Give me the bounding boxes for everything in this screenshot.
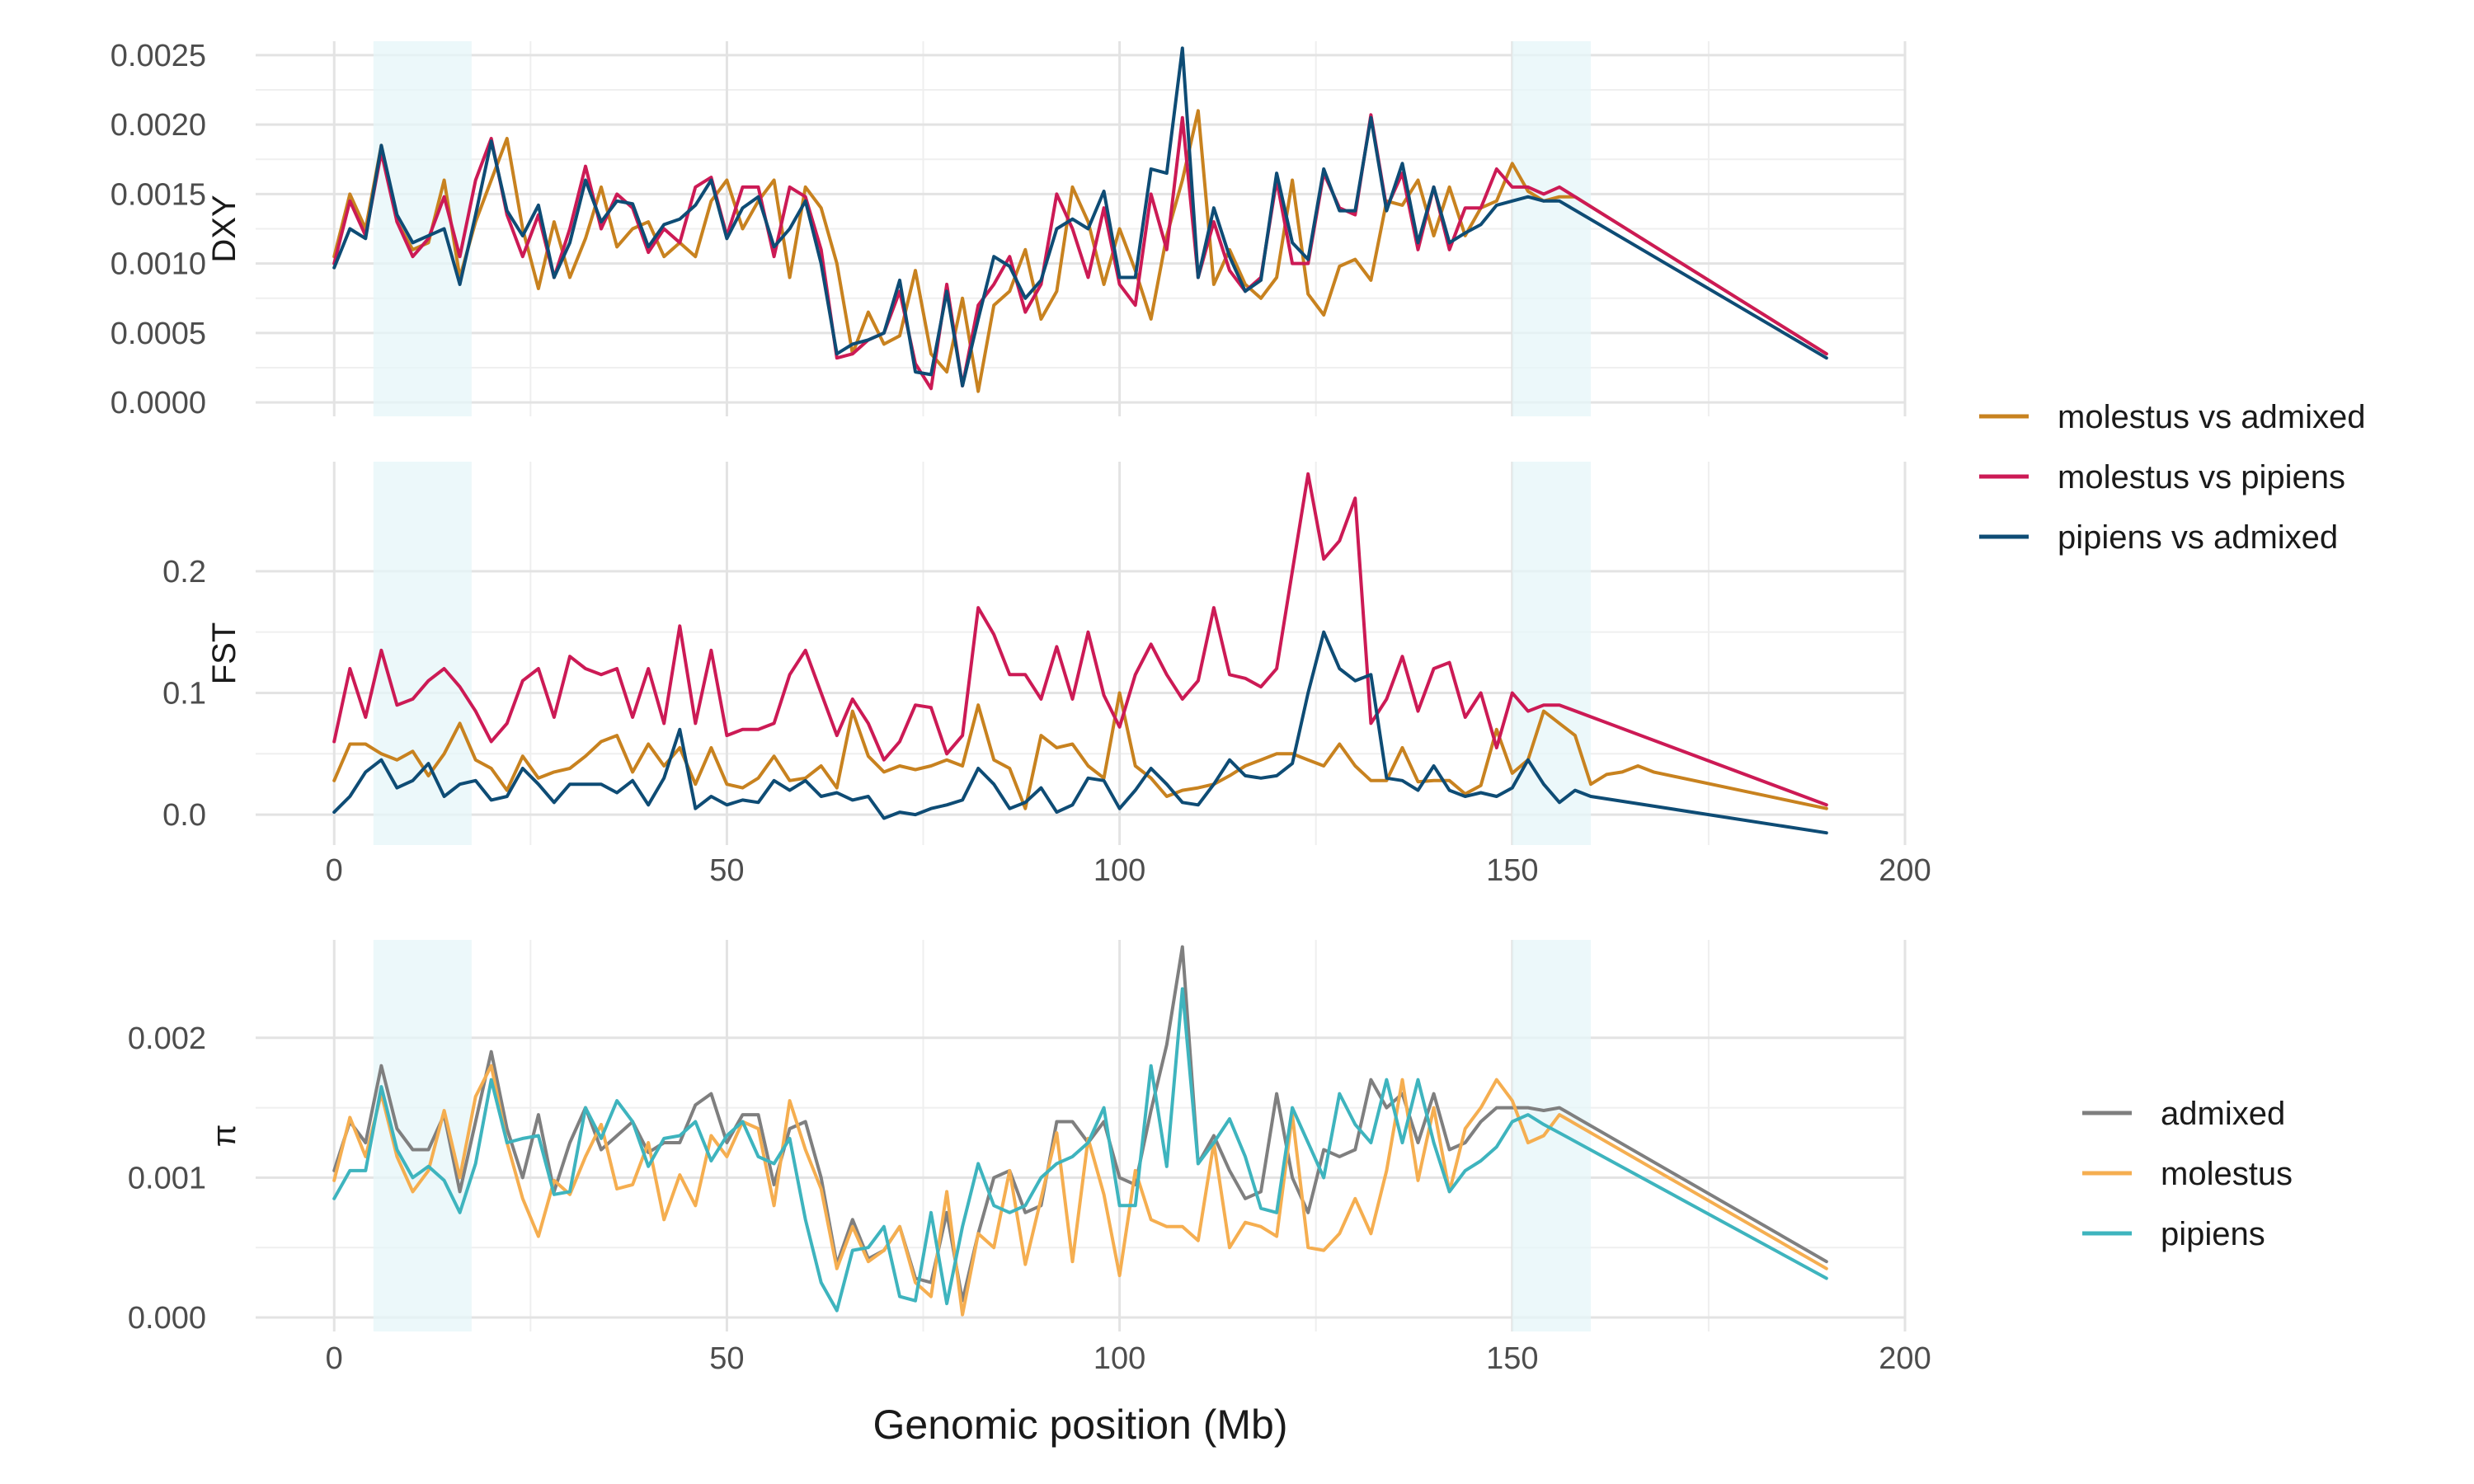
x-tick-label: 100 xyxy=(1094,853,1145,888)
x-tick-label: 50 xyxy=(709,1341,744,1376)
y-axis-title: FST xyxy=(206,622,242,685)
x-tick-label: 100 xyxy=(1094,1341,1145,1376)
series-line-pipiens-vs-admixed xyxy=(332,46,1828,387)
legend-label: pipiens xyxy=(2161,1216,2265,1252)
highlight-region-2 xyxy=(1512,41,1592,416)
series-line-molestus-vs-admixed xyxy=(332,691,1828,810)
y-tick-label: 0.001 xyxy=(128,1161,206,1195)
x-tick-label: 150 xyxy=(1486,1341,1538,1376)
y-tick-label: 0.0025 xyxy=(111,39,206,73)
legend-bottom: admixed molestus pipiens xyxy=(2082,1096,2293,1252)
x-tick-label: 200 xyxy=(1879,1341,1931,1376)
x-tick-label: 0 xyxy=(326,853,343,888)
series-line-molestus-vs-pipiens xyxy=(332,472,1828,807)
series-line-pipiens-vs-admixed xyxy=(332,630,1828,835)
panel-1: 0.0000 0.0005 0.0010 0.0015 0.0020 0.0025 DXY xyxy=(111,39,1907,420)
y-tick-label: 0.2 xyxy=(162,555,206,589)
panels-group: 0.00000.00050.00100.00150.00200.0025DXY0… xyxy=(111,39,1931,1376)
highlight-region-1 xyxy=(373,940,472,1331)
series-line-molestus-vs-admixed xyxy=(332,109,1828,393)
y-tick-label: 0.002 xyxy=(128,1021,206,1056)
y-tick-label: 0.1 xyxy=(162,676,206,711)
legends-group: molestus vs admixed molestus vs pipiens pi… xyxy=(1979,399,2365,1252)
x-tick-label: 150 xyxy=(1486,853,1538,888)
y-axis-title: π xyxy=(206,1125,242,1148)
x-tick-label: 50 xyxy=(709,853,744,888)
highlight-region-1 xyxy=(373,41,472,416)
y-tick-label: 0.0 xyxy=(162,798,206,833)
x-axis-title: Genomic position (Mb) xyxy=(873,1402,1288,1448)
y-tick-label: 0.0000 xyxy=(111,386,206,420)
y-tick-label: 0.0005 xyxy=(111,317,206,351)
y-axis-title: DXY xyxy=(206,195,242,262)
legend-label: molestus vs admixed xyxy=(2058,399,2365,435)
legend-label: pipiens vs admixed xyxy=(2058,519,2338,556)
y-tick-label: 0.0020 xyxy=(111,108,206,143)
y-tick-label: 0.000 xyxy=(128,1301,206,1336)
highlight-region-2 xyxy=(1512,462,1592,845)
y-tick-label: 0.0010 xyxy=(111,247,206,282)
panel-3: 0.000 0.001 0.002 π 0 50 100 150 200 xyxy=(128,940,1931,1376)
legend-label: molestus xyxy=(2161,1156,2293,1192)
series-line-molestus xyxy=(332,1064,1828,1317)
legend-label: molestus vs pipiens xyxy=(2058,459,2345,495)
highlight-region-1 xyxy=(373,462,472,845)
x-tick-label: 200 xyxy=(1879,853,1931,888)
legend-top: molestus vs admixed molestus vs pipiens pi… xyxy=(1979,399,2365,556)
x-tick-label: 0 xyxy=(326,1341,343,1376)
legend-label: admixed xyxy=(2161,1096,2285,1132)
series-line-pipiens xyxy=(332,987,1828,1313)
y-tick-label: 0.0015 xyxy=(111,177,206,212)
